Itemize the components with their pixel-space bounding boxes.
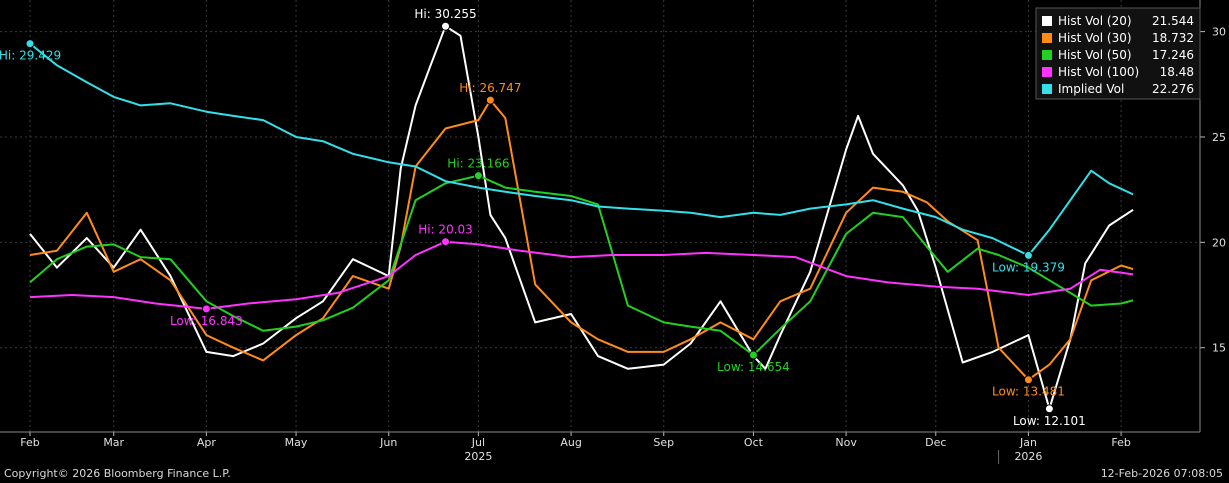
annotation-marker: [1044, 404, 1054, 414]
y-tick-label: 25: [1212, 131, 1226, 144]
annotation-marker: [1023, 375, 1033, 385]
timestamp-text: 12-Feb-2026 07:08:05: [1100, 467, 1223, 480]
y-tick-label: 20: [1212, 236, 1226, 249]
legend-swatch: [1042, 50, 1052, 60]
x-tick-label: Mar: [103, 436, 124, 449]
x-tick-label: Sep: [653, 436, 674, 449]
annotation-marker: [473, 171, 483, 181]
annotation-label: Low: 12.101: [1013, 414, 1086, 428]
annotation-marker: [201, 304, 211, 314]
x-tick-label: Apr: [197, 436, 217, 449]
x-tick-label: Jan: [1019, 436, 1037, 449]
y-tick-label: 15: [1212, 342, 1226, 355]
annotation-label: Low: 14.654: [717, 360, 790, 374]
annotation-label: Low: 16.843: [170, 314, 243, 328]
legend-entry-value: 17.246: [1152, 48, 1194, 62]
annotation-label: Hi: 20.03: [418, 223, 473, 237]
legend-entry-value: 21.544: [1152, 14, 1194, 28]
x-tick-label: Oct: [744, 436, 764, 449]
annotation-label: Hi: 26.747: [459, 81, 521, 95]
annotation-marker: [25, 39, 35, 49]
annotation-marker: [441, 21, 451, 31]
chart-background: [0, 0, 1229, 464]
annotation-marker: [485, 95, 495, 105]
annotation-marker: [748, 350, 758, 360]
year-label: 2025: [464, 450, 492, 463]
annotation-label: Hi: 29.429: [0, 49, 61, 63]
legend-entry-value: 18.732: [1152, 31, 1194, 45]
x-tick-label: Feb: [1111, 436, 1130, 449]
legend-entry-name: Implied Vol: [1058, 82, 1124, 96]
annotation-label: Hi: 23.166: [447, 157, 509, 171]
series-line-0: [29, 25, 1134, 410]
annotation-marker: [1023, 250, 1033, 260]
x-tick-label: Nov: [835, 436, 857, 449]
annotation-marker: [441, 237, 451, 247]
series-line-3: [29, 240, 1134, 310]
legend-swatch: [1042, 16, 1052, 26]
x-tick-label: Jul: [471, 436, 485, 449]
x-tick-label: Aug: [560, 436, 581, 449]
x-tick-label: May: [285, 436, 308, 449]
legend-entry-name: Hist Vol (20): [1058, 14, 1132, 28]
copyright-text: Copyright© 2026 Bloomberg Finance L.P.: [4, 467, 231, 480]
annotation-label: Hi: 30.255: [414, 7, 476, 21]
legend-swatch: [1042, 67, 1052, 77]
x-tick-label: Dec: [925, 436, 946, 449]
legend-entry-value: 18.48: [1160, 65, 1194, 79]
annotation-label: Low: 19.379: [992, 260, 1065, 274]
legend-swatch: [1042, 33, 1052, 43]
legend-entry-value: 22.276: [1152, 82, 1194, 96]
legend-entry-name: Hist Vol (100): [1058, 65, 1139, 79]
series-line-4: [29, 42, 1134, 257]
x-tick-label: Jun: [379, 436, 397, 449]
annotation-label: Low: 13.481: [992, 385, 1065, 399]
year-label: 2026: [1014, 450, 1042, 463]
chart-footer: Copyright© 2026 Bloomberg Finance L.P. 1…: [0, 464, 1229, 483]
legend-entry-name: Hist Vol (50): [1058, 48, 1132, 62]
series-line-1: [29, 99, 1134, 381]
legend-swatch: [1042, 84, 1052, 94]
y-tick-label: 30: [1212, 26, 1226, 39]
legend-box: [1035, 7, 1201, 100]
x-tick-label: Feb: [20, 436, 39, 449]
legend-entry-name: Hist Vol (30): [1058, 31, 1132, 45]
